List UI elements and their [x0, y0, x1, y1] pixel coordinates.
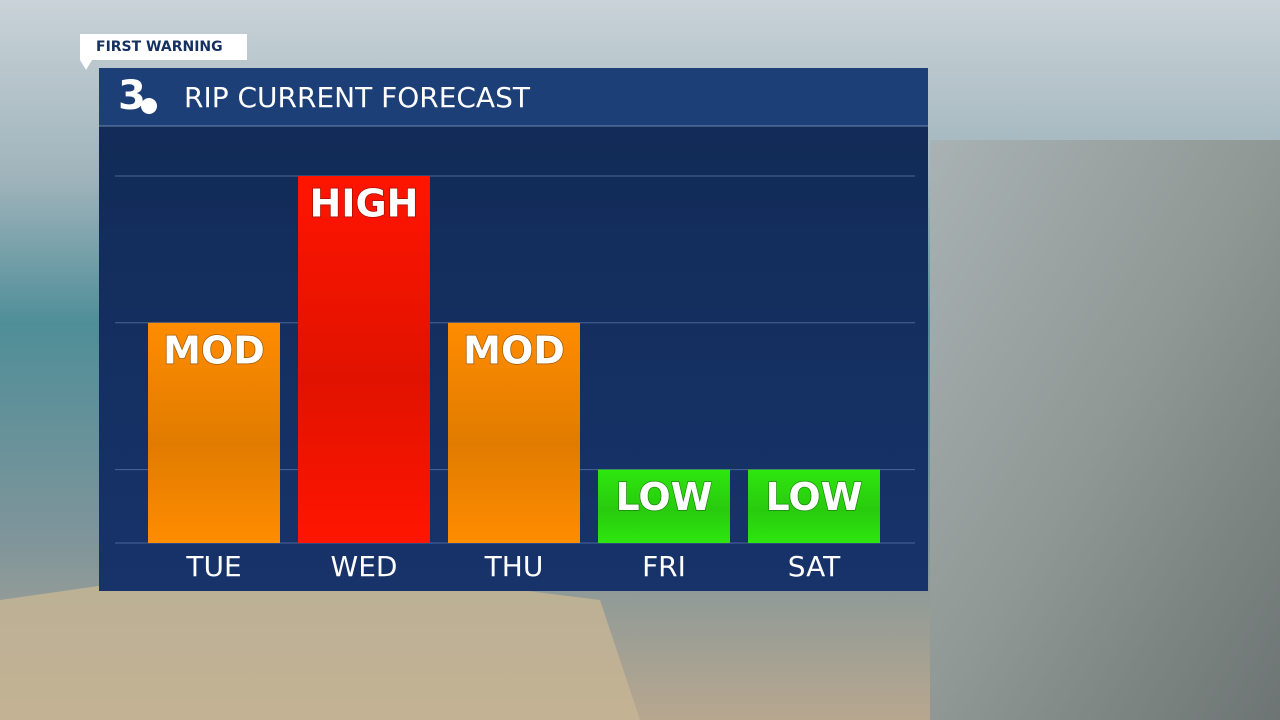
bar-shade	[148, 322, 280, 543]
tag-text: FIRST WARNING	[96, 39, 223, 55]
bar-shade	[298, 176, 430, 543]
x-tick-label: SAT	[788, 550, 841, 583]
logo: 3	[118, 73, 146, 119]
bar-shade	[598, 469, 730, 543]
x-tick-label: FRI	[642, 550, 686, 583]
bar-label: LOW	[765, 475, 862, 519]
x-tick-label: THU	[484, 550, 544, 583]
bar-label: MOD	[463, 328, 565, 372]
bar-shade	[448, 322, 580, 543]
logo-eye	[141, 98, 157, 114]
tag-box	[80, 34, 247, 70]
bar-shade	[748, 469, 880, 543]
x-tick-label: WED	[331, 550, 398, 583]
bar-label: MOD	[163, 328, 265, 372]
background-beach	[0, 560, 640, 720]
bar-label: LOW	[615, 475, 712, 519]
background-city	[930, 140, 1280, 720]
x-tick-label: TUE	[185, 550, 241, 583]
bar-label: HIGH	[310, 182, 419, 226]
chart-title: RIP CURRENT FORECAST	[184, 81, 531, 114]
header-bar	[99, 68, 928, 126]
